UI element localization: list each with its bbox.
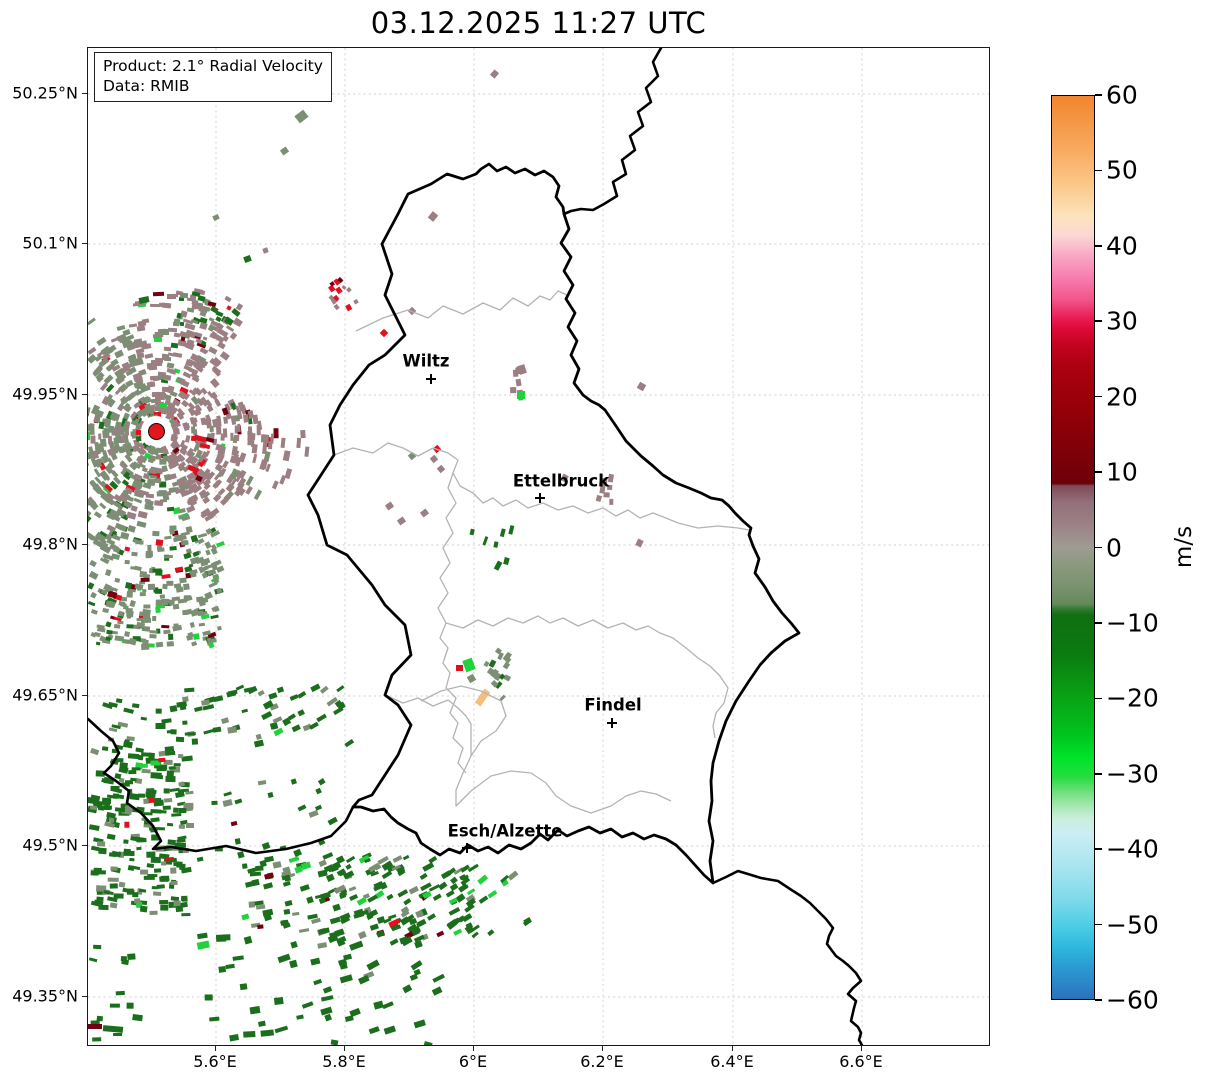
lon-tick-mark	[732, 1046, 734, 1051]
lat-tick-mark	[82, 845, 87, 847]
city-marker	[466, 843, 468, 853]
colorbar-tick-label: −50	[1106, 910, 1159, 940]
colorbar-tick-mark	[1095, 772, 1102, 775]
lon-tick-mark	[473, 1046, 475, 1051]
lat-tick-label: 49.65°N	[12, 685, 78, 705]
product-label: Product: 2.1° Radial Velocity	[103, 57, 323, 75]
colorbar-tick-mark	[1095, 395, 1102, 398]
lat-tick-mark	[82, 695, 87, 697]
city-label: Findel	[584, 695, 642, 715]
lat-tick-mark	[82, 93, 87, 95]
colorbar-tick-mark	[1095, 94, 1102, 96]
city-marker	[611, 718, 613, 728]
colorbar-tick-mark	[1095, 697, 1102, 700]
colorbar-tick-mark	[1095, 471, 1102, 473]
lat-tick-label: 50.1°N	[22, 233, 78, 253]
colorbar-tick-label: 30	[1106, 306, 1138, 336]
data-source-label: Data: RMIB	[103, 77, 190, 96]
colorbar-tick-mark	[1095, 923, 1102, 926]
colorbar-tick-label: −20	[1106, 683, 1159, 713]
lat-tick-label: 49.95°N	[12, 384, 78, 404]
colorbar-tick-label: 60	[1106, 80, 1138, 110]
lat-tick-mark	[82, 544, 87, 546]
colorbar-tick-mark	[1095, 320, 1102, 323]
lat-tick-label: 49.8°N	[22, 534, 78, 554]
colorbar-tick-label: 20	[1106, 382, 1138, 412]
colorbar-tick-mark	[1095, 245, 1102, 247]
colorbar-tick-mark	[1095, 999, 1102, 1001]
radar-site-marker	[147, 422, 165, 440]
colorbar-tick-label: 10	[1106, 457, 1138, 487]
lon-tick-label: 6.2°E	[580, 1052, 624, 1071]
colorbar-tick-label: −60	[1106, 985, 1159, 1015]
city-label: Ettelbruck	[512, 471, 610, 491]
lon-tick-mark	[602, 1046, 604, 1051]
product-info-box: Product: 2.1° Radial Velocity Data: RMIB	[94, 52, 332, 102]
colorbar-tick-mark	[1095, 169, 1102, 172]
colorbar-tick-label: −40	[1106, 834, 1159, 864]
map-axes: Wiltz Ettelbruck Findel Esch/Alzette Produc…	[87, 47, 990, 1046]
city-marker	[539, 493, 541, 503]
plot-title: 03.12.2025 11:27 UTC	[370, 6, 707, 40]
lon-tick-mark	[215, 1046, 217, 1051]
lon-tick-label: 5.6°E	[193, 1052, 237, 1071]
lon-tick-label: 6.4°E	[710, 1052, 754, 1071]
colorbar-tick-mark	[1095, 546, 1102, 549]
lat-tick-label: 49.35°N	[12, 986, 78, 1006]
lon-tick-label: 6°E	[458, 1052, 488, 1071]
city-marker	[430, 374, 432, 384]
lon-tick-mark	[344, 1046, 346, 1051]
colorbar-tick-label: −10	[1106, 608, 1159, 638]
city-label: Esch/Alzette	[447, 821, 563, 841]
lat-tick-mark	[82, 243, 87, 245]
colorbar-tick-label: 0	[1106, 533, 1122, 562]
lon-tick-label: 5.8°E	[322, 1052, 366, 1071]
city-label: Wiltz	[402, 351, 450, 371]
marker-layer: Wiltz Ettelbruck Findel Esch/Alzette	[88, 48, 989, 1045]
colorbar-tick-mark	[1095, 622, 1102, 624]
colorbar-unit-label: m/s	[1171, 525, 1197, 569]
lon-tick-label: 6.6°E	[839, 1052, 883, 1071]
colorbar	[1051, 95, 1095, 1000]
colorbar-tick-label: 40	[1106, 231, 1138, 261]
lat-tick-label: 50.25°N	[12, 83, 78, 103]
colorbar-tick-label: −30	[1106, 759, 1159, 789]
lat-tick-mark	[82, 996, 87, 998]
lon-tick-mark	[861, 1046, 863, 1051]
lat-tick-mark	[82, 394, 87, 396]
lat-tick-label: 49.5°N	[22, 835, 78, 855]
colorbar-tick-label: 50	[1106, 155, 1138, 185]
colorbar-tick-mark	[1095, 848, 1102, 850]
